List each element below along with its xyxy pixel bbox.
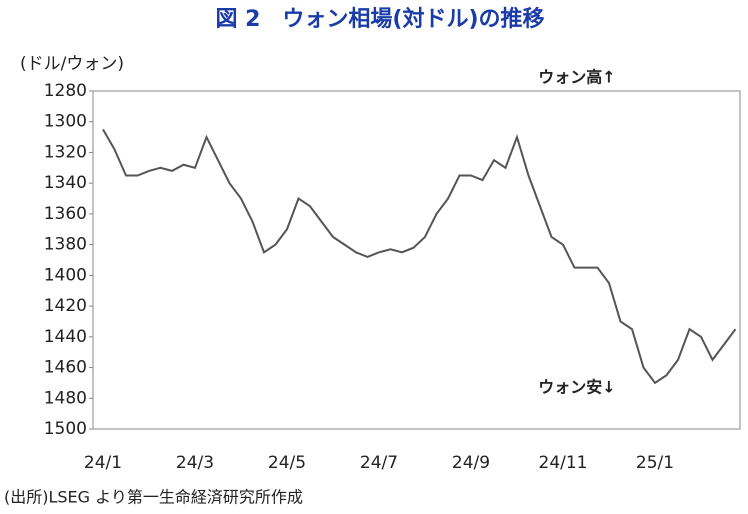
y-tick-label: 1360 (44, 204, 87, 224)
y-tick-label: 1440 (44, 327, 87, 347)
y-tick-label: 1320 (44, 142, 87, 162)
x-tick-label: 24/5 (268, 453, 306, 473)
y-tick-label: 1480 (44, 388, 87, 408)
x-tick-label: 25/1 (636, 453, 674, 473)
annotation: ウォン安↓ (538, 378, 615, 397)
y-tick-label: 1340 (44, 173, 87, 193)
chart-title: 図 2 ウォン相場(対ドル)の推移 (215, 6, 544, 32)
x-tick-label: 24/7 (360, 453, 398, 473)
y-tick-label: 1420 (44, 296, 87, 316)
y-tick-label: 1380 (44, 235, 87, 255)
y-tick-label: 1500 (44, 419, 87, 439)
x-tick-label: 24/11 (539, 453, 588, 473)
y-tick-label: 1400 (44, 265, 87, 285)
y-tick-label: 1300 (44, 112, 87, 132)
x-tick-label: 24/1 (84, 453, 122, 473)
source-note: (出所)LSEG より第一生命経済研究所作成 (4, 488, 303, 507)
y-tick-label: 1460 (44, 358, 87, 378)
x-tick-label: 24/3 (176, 453, 214, 473)
annotation: ウォン高↑ (538, 68, 615, 87)
x-tick-label: 24/9 (452, 453, 490, 473)
series-line (102, 128, 737, 385)
y-tick-label: 1280 (44, 81, 87, 101)
y-axis-label: (ドル/ウォン) (20, 54, 124, 74)
plot-frame (92, 90, 741, 430)
